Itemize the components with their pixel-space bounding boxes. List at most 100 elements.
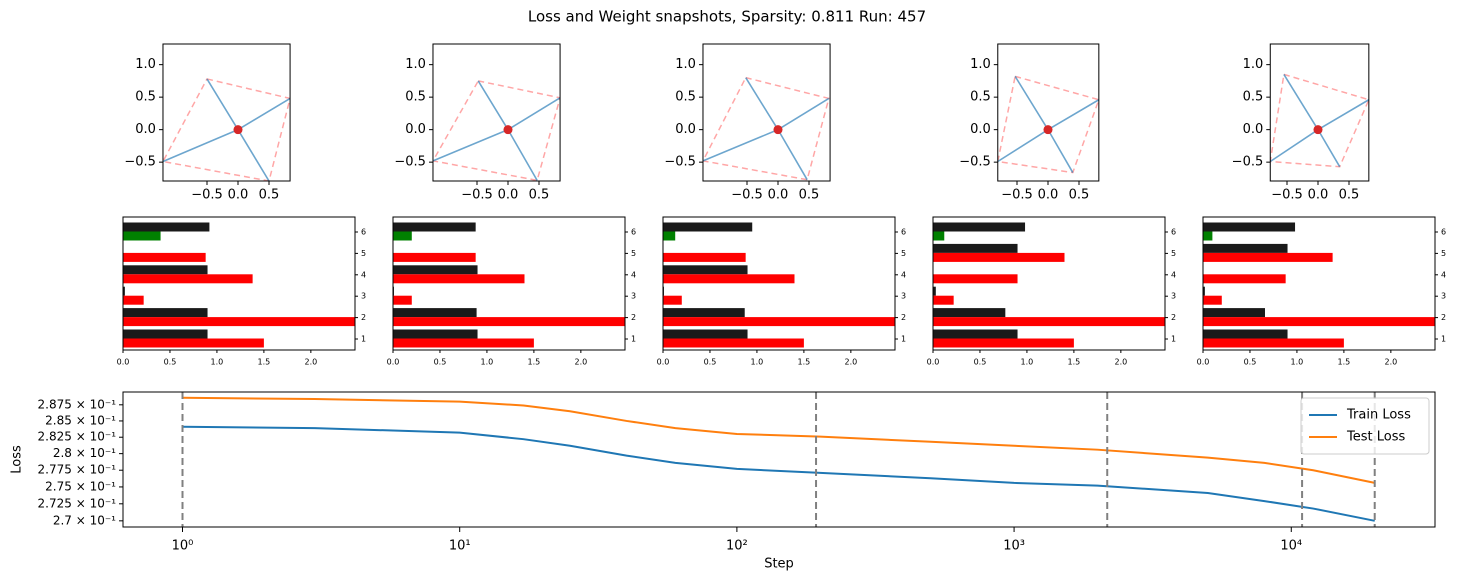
y-tick-label: 0.5 (135, 90, 156, 105)
x-tick-label: 0.0 (657, 358, 670, 367)
bar (123, 286, 125, 296)
x-tick-label: 1.0 (481, 358, 494, 367)
bar (123, 308, 208, 318)
y-tick-label: −0.5 (664, 155, 696, 170)
bar (393, 338, 534, 348)
x-tick-label: 0.5 (434, 358, 447, 367)
bar (393, 231, 412, 241)
plot-area (1270, 73, 1369, 168)
bar (663, 231, 676, 241)
x-tick-label: 2.0 (304, 358, 317, 367)
plot-area (393, 222, 625, 348)
bar (123, 265, 208, 275)
weight-vector (745, 77, 779, 131)
hull (997, 75, 1099, 174)
y-tick-label: 4 (361, 270, 366, 279)
bar (393, 295, 412, 305)
x-tick-label: 0.5 (529, 188, 550, 203)
y-tick-label: 1 (631, 335, 636, 344)
weight-vector (507, 97, 561, 131)
y-tick-label: 4 (1441, 270, 1446, 279)
bar (1203, 317, 1435, 327)
x-tick-label: −0.5 (461, 188, 493, 203)
y-tick-label: 6 (1171, 228, 1176, 237)
x-tick-label: 2.0 (574, 358, 587, 367)
axes-frame (122, 391, 1436, 528)
legend-label: Test Loss (1346, 430, 1405, 445)
y-tick-label: 6 (631, 228, 636, 237)
y-tick-label: −0.5 (394, 155, 426, 170)
x-tick-label: 1.0 (1291, 358, 1304, 367)
y-tick-label: 0.5 (405, 90, 426, 105)
bar (1203, 329, 1288, 339)
origin-marker (1313, 125, 1323, 135)
plot-area (663, 222, 895, 348)
y-tick-label: 1.0 (675, 57, 696, 72)
x-tick-label: 1.5 (258, 358, 271, 367)
bar (933, 252, 1065, 262)
y-tick-label: 3 (631, 292, 636, 301)
weight-vector (1047, 99, 1099, 131)
x-tick-label: −0.5 (731, 188, 763, 203)
x-tick-label: 2.0 (1384, 358, 1397, 367)
x-tick-label: 0.5 (799, 188, 820, 203)
x-tick-label: 10² (726, 539, 748, 554)
x-tick-label: 1.5 (528, 358, 541, 367)
x-tick-label: 10⁴ (1280, 539, 1302, 554)
weight-vector (206, 78, 239, 131)
bar (663, 329, 748, 339)
bar (663, 308, 745, 318)
y-tick-label: 2.875 × 10⁻¹ (38, 397, 117, 411)
x-tick-label: 0.0 (1197, 358, 1210, 367)
bar (393, 329, 478, 339)
bar (1203, 274, 1286, 284)
bar (393, 317, 625, 327)
x-tick-label: −0.5 (191, 188, 223, 203)
bar (663, 222, 753, 232)
x-tick-label: 0.5 (974, 358, 987, 367)
bar (1203, 295, 1222, 305)
y-axis-label: Loss (10, 445, 25, 474)
bar (663, 252, 746, 262)
y-tick-label: 2 (361, 313, 366, 322)
plot-area (702, 76, 830, 181)
x-tick-label: 0.0 (1308, 188, 1329, 203)
plot-area (162, 78, 291, 181)
y-tick-label: 4 (1171, 270, 1176, 279)
y-tick-label: 3 (1171, 292, 1176, 301)
bar (123, 252, 206, 262)
bar (933, 243, 1018, 253)
y-tick-label: 1.0 (1243, 57, 1264, 72)
weight-vector (162, 128, 239, 163)
y-tick-label: 5 (361, 249, 366, 258)
bar (933, 231, 945, 241)
x-tick-label: 2.0 (844, 358, 857, 367)
bar (663, 338, 804, 348)
weight-vector (477, 80, 509, 131)
y-tick-label: 1.0 (405, 57, 426, 72)
bar (123, 317, 355, 327)
plot-area (123, 222, 355, 348)
x-tick-label: 2.0 (1114, 358, 1127, 367)
bar (933, 308, 1006, 318)
y-tick-label: 5 (1171, 249, 1176, 258)
y-tick-label: −0.5 (1232, 155, 1264, 170)
y-tick-label: 6 (901, 228, 906, 237)
x-tick-label: 0.0 (1038, 188, 1059, 203)
y-tick-label: 0.5 (970, 90, 991, 105)
y-tick-label: 0.0 (135, 122, 156, 137)
axes-frame (1202, 216, 1436, 351)
bar (123, 222, 210, 232)
x-tick-label: 1.5 (1338, 358, 1351, 367)
plot-area (432, 80, 561, 181)
bar (123, 329, 208, 339)
bar (393, 222, 476, 232)
axes-frame (662, 216, 896, 351)
y-tick-label: 2.7 × 10⁻¹ (53, 513, 116, 527)
x-tick-label: 0.5 (1339, 188, 1360, 203)
x-tick-label: 0.0 (387, 358, 400, 367)
weight-vector (1047, 129, 1074, 173)
x-tick-label: 0.0 (927, 358, 940, 367)
